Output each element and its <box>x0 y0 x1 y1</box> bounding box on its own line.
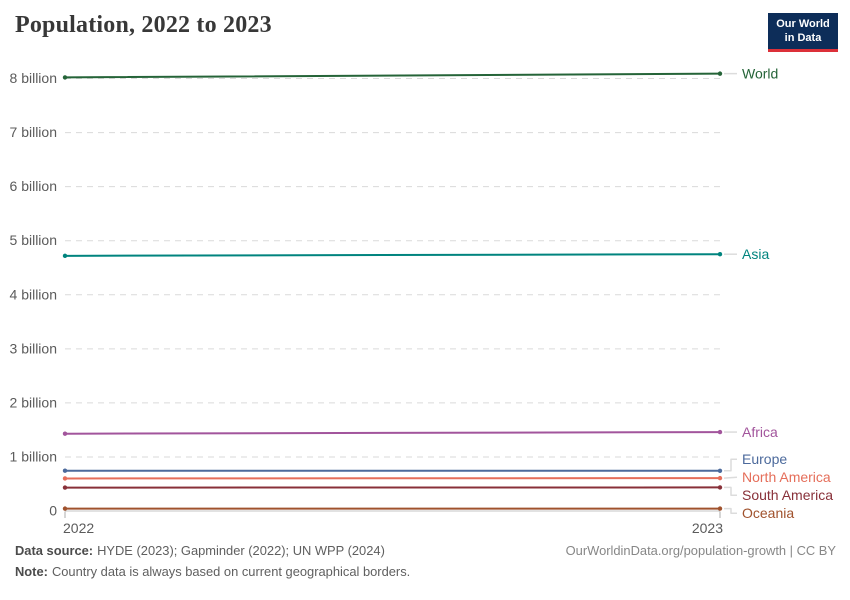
footer: Data source: HYDE (2023); Gapminder (2022… <box>15 541 836 583</box>
series-start-point-south-america <box>62 485 68 490</box>
series-start-point-world <box>62 75 68 80</box>
series-label-africa[interactable]: Africa <box>742 424 778 440</box>
series-end-point-world <box>717 71 723 76</box>
y-axis-label: 0 <box>49 503 57 519</box>
series-label-oceania[interactable]: Oceania <box>742 505 794 521</box>
series-end-point-europe <box>717 468 723 473</box>
series-line-africa[interactable] <box>64 431 721 435</box>
label-connector-north-america <box>723 476 738 479</box>
data-source-text: HYDE (2023); Gapminder (2022); UN WPP (2… <box>97 543 385 558</box>
owid-logo-line1: Our World <box>776 18 830 30</box>
y-axis-label: 6 billion <box>10 178 57 194</box>
series-label-north-america[interactable]: North America <box>742 469 831 485</box>
data-source-label: Data source: <box>15 543 94 558</box>
series-label-asia[interactable]: Asia <box>742 246 769 262</box>
y-axis-label: 7 billion <box>10 124 57 140</box>
owid-logo[interactable]: Our World in Data <box>768 13 838 52</box>
x-axis-label: 2023 <box>692 520 723 536</box>
series-start-point-north-america <box>62 476 68 481</box>
y-axis-label: 5 billion <box>10 232 57 248</box>
label-connector-europe <box>724 458 737 472</box>
series-end-point-africa <box>717 429 723 435</box>
series-line-world[interactable] <box>64 72 721 79</box>
series-start-point-europe <box>62 468 68 473</box>
series-end-point-south-america <box>717 485 723 490</box>
y-axis-label: 1 billion <box>10 448 57 464</box>
series-label-europe[interactable]: Europe <box>742 451 787 467</box>
y-axis-label: 8 billion <box>10 70 57 86</box>
owid-logo-line2: in Data <box>784 32 822 45</box>
series-end-point-asia <box>717 252 723 257</box>
label-connector-oceania <box>724 507 737 514</box>
footer-left: Data source: HYDE (2023); Gapminder (2022… <box>15 541 410 583</box>
x-axis-label: 2022 <box>63 520 94 536</box>
series-start-point-africa <box>62 431 68 436</box>
y-axis-label: 4 billion <box>10 286 57 302</box>
series-line-asia[interactable] <box>64 253 721 257</box>
series-end-point-north-america <box>717 475 723 481</box>
y-axis-label: 3 billion <box>10 340 57 356</box>
data-source-line: Data source: HYDE (2023); Gapminder (2022… <box>15 541 410 562</box>
series-end-point-oceania <box>717 506 723 511</box>
series-start-point-asia <box>62 253 68 259</box>
label-connector-south-america <box>724 486 737 496</box>
y-axis-label: 2 billion <box>10 394 57 410</box>
note-line: Note: Country data is always based on cur… <box>15 562 410 583</box>
chart-title: Population, 2022 to 2023 <box>15 12 272 38</box>
series-label-world[interactable]: World <box>742 66 778 82</box>
footer-link: OurWorldinData.org/population-growth | C… <box>565 543 836 558</box>
note-text: Country data is always based on current … <box>51 563 411 579</box>
series-start-point-oceania <box>62 506 68 511</box>
series-label-south-america[interactable]: South America <box>742 487 833 503</box>
note-label: Note: <box>15 563 48 579</box>
